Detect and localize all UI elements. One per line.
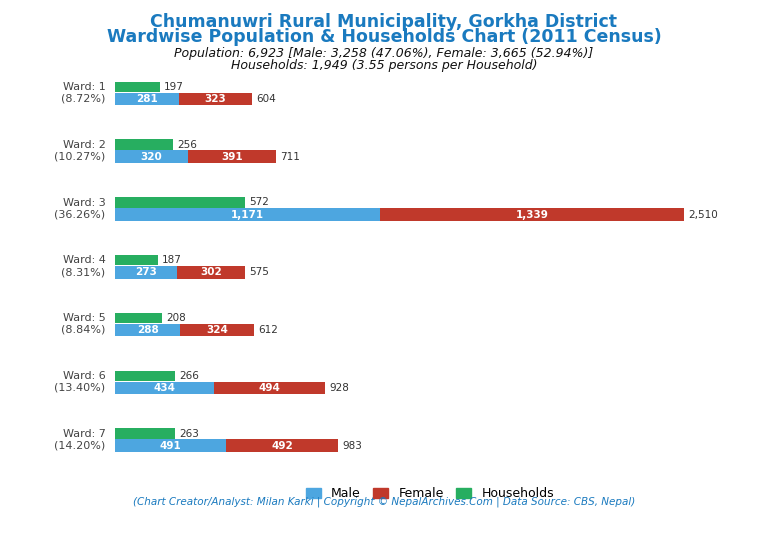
Bar: [180, 324, 254, 337]
Bar: [115, 266, 177, 279]
Text: 492: 492: [271, 441, 293, 451]
Text: 266: 266: [180, 371, 200, 381]
Text: 2,510: 2,510: [688, 210, 717, 220]
Text: 612: 612: [258, 325, 278, 335]
Text: 281: 281: [136, 94, 158, 104]
Text: 256: 256: [177, 139, 197, 150]
Bar: [115, 151, 187, 163]
Text: 491: 491: [160, 441, 182, 451]
Bar: [115, 324, 180, 337]
Text: 324: 324: [206, 325, 228, 335]
Text: 197: 197: [164, 82, 184, 92]
Bar: [115, 81, 160, 92]
Text: 273: 273: [135, 267, 157, 277]
Bar: [179, 93, 252, 105]
Bar: [115, 382, 214, 394]
Text: (Chart Creator/Analyst: Milan Karki | Copyright © NepalArchives.Com | Data Sourc: (Chart Creator/Analyst: Milan Karki | Co…: [133, 496, 635, 507]
Text: 187: 187: [161, 255, 181, 265]
Text: Households: 1,949 (3.55 persons per Household): Households: 1,949 (3.55 persons per Hous…: [230, 59, 538, 72]
Text: 302: 302: [200, 267, 222, 277]
Text: 1,339: 1,339: [515, 210, 548, 220]
Text: 928: 928: [329, 383, 349, 393]
Bar: [177, 266, 246, 279]
Bar: [115, 139, 174, 150]
Bar: [115, 93, 179, 105]
Text: 320: 320: [141, 152, 162, 162]
Text: 572: 572: [249, 197, 269, 207]
Text: 494: 494: [259, 383, 280, 393]
Bar: [214, 382, 326, 394]
Text: 434: 434: [154, 383, 175, 393]
Text: 263: 263: [179, 429, 199, 438]
Text: Wardwise Population & Households Chart (2011 Census): Wardwise Population & Households Chart (…: [107, 28, 661, 46]
Text: 208: 208: [167, 313, 186, 323]
Legend: Male, Female, Households: Male, Female, Households: [301, 482, 559, 505]
Bar: [227, 440, 338, 452]
Text: Population: 6,923 [Male: 3,258 (47.06%), Female: 3,665 (52.94%)]: Population: 6,923 [Male: 3,258 (47.06%),…: [174, 47, 594, 60]
Text: 323: 323: [204, 94, 227, 104]
Bar: [115, 313, 162, 323]
Bar: [115, 370, 175, 381]
Text: 575: 575: [250, 267, 270, 277]
Bar: [115, 208, 380, 221]
Bar: [115, 440, 227, 452]
Text: 711: 711: [280, 152, 300, 162]
Text: 604: 604: [256, 94, 276, 104]
Bar: [115, 255, 157, 265]
Bar: [187, 151, 276, 163]
Bar: [115, 428, 175, 439]
Text: 983: 983: [342, 441, 362, 451]
Bar: [380, 208, 684, 221]
Text: 1,171: 1,171: [231, 210, 264, 220]
Bar: [115, 197, 245, 207]
Text: 288: 288: [137, 325, 159, 335]
Text: Chumanuwri Rural Municipality, Gorkha District: Chumanuwri Rural Municipality, Gorkha Di…: [151, 13, 617, 32]
Text: 391: 391: [221, 152, 243, 162]
